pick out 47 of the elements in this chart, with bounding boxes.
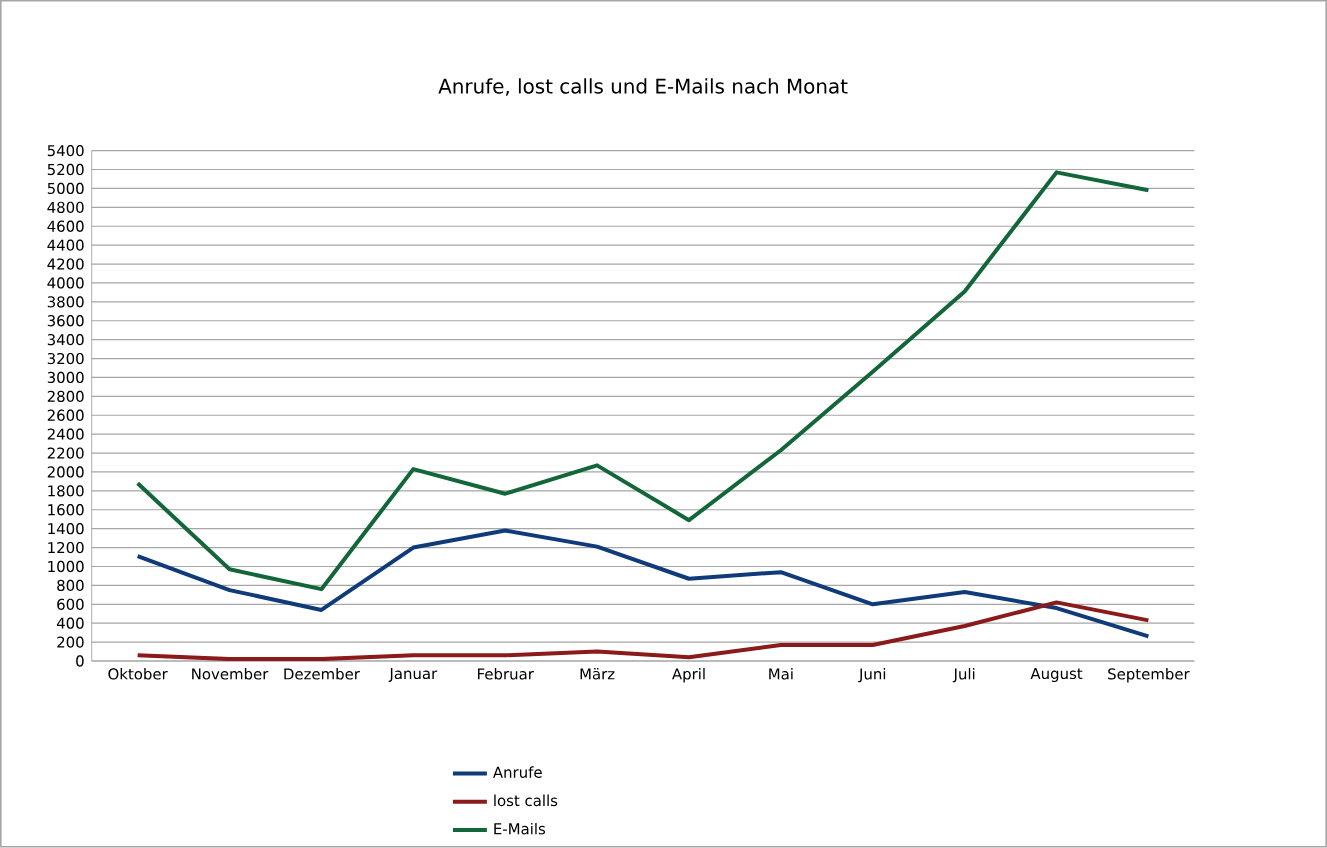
line-series [135, 600, 1151, 662]
x-tick-label: Mai [769, 668, 793, 680]
y-tick-label: 1800 [48, 485, 84, 497]
y-tick-label: 400 [56, 617, 84, 630]
x-tick-label: November [192, 668, 269, 680]
x-tick-label: Dezember [284, 668, 360, 680]
y-tick-label: 3800 [47, 296, 84, 308]
y-tick-label: 1600 [48, 504, 84, 516]
legend-label: lost calls [494, 794, 558, 807]
legend-label: Anrufe [493, 766, 542, 779]
y-tick-label: 4800 [47, 201, 84, 214]
y-tick-label: 5400 [47, 145, 84, 157]
y-tick-label: 2600 [47, 409, 84, 422]
x-tick-label: Oktober [108, 668, 168, 680]
y-tick-label: 5000 [47, 183, 84, 195]
y-tick-label: 4400 [47, 239, 84, 251]
line-series [135, 170, 1151, 592]
y-tick-label: 0 [76, 655, 84, 667]
x-tick-label: Juni [858, 668, 886, 683]
x-tick-label: Juli [952, 668, 975, 683]
y-tick-label: 4200 [47, 258, 84, 270]
y-tick-label: 5200 [47, 164, 84, 176]
line-series [135, 528, 1151, 639]
x-tick-label: August [1030, 668, 1083, 683]
chart-title: Anrufe, lost calls und E-Mails nach Monat [438, 78, 848, 96]
y-tick-label: 4000 [47, 277, 84, 289]
y-tick-label: 2400 [47, 428, 84, 441]
legend-label: E-Mails [494, 823, 546, 835]
y-tick-label: 3200 [47, 353, 84, 365]
y-tick-label: 600 [57, 598, 84, 611]
y-tick-label: 2200 [47, 447, 84, 459]
y-tick-label: 200 [57, 636, 84, 648]
y-tick-label: 2800 [47, 390, 84, 403]
y-tick-label: 2000 [47, 466, 84, 478]
x-tick-label: April [672, 668, 705, 683]
y-tick-label: 1400 [48, 523, 84, 535]
y-tick-label: 3000 [47, 372, 84, 384]
x-tick-label: März [580, 668, 615, 680]
y-tick-label: 3600 [47, 315, 84, 327]
y-tick-label: 3400 [47, 334, 84, 346]
y-tick-label: 1200 [48, 542, 84, 554]
y-tick-label: 1000 [48, 561, 84, 573]
y-tick-label: 800 [57, 579, 84, 592]
x-tick-label: Januar [388, 668, 438, 683]
x-tick-label: September [1108, 668, 1190, 683]
x-tick-label: Februar [478, 668, 534, 680]
y-tick-label: 4600 [47, 220, 84, 233]
